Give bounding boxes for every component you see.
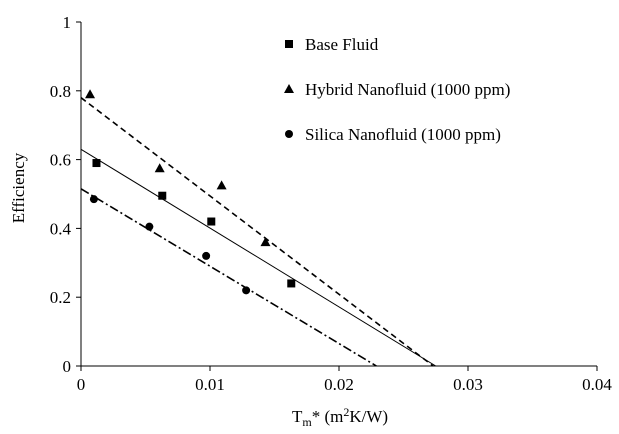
ticks: 0 0.01 0.02 0.03 0.04 0 0.2 0.4 0.6 0.8 1 <box>50 13 613 394</box>
x-axis-label-rest1: * (m <box>312 407 344 426</box>
legend-label: Base Fluid <box>305 35 379 54</box>
x-tick-label: 0.02 <box>324 375 354 394</box>
legend-marker-circle <box>285 130 293 138</box>
x-axis-label-sup: 2 <box>343 405 349 419</box>
circle-point <box>202 251 211 260</box>
x-tick-label: 0.01 <box>195 375 225 394</box>
circle-point <box>89 195 98 204</box>
x-axis-label-main: T <box>292 407 303 426</box>
x-axis-label-sub: m <box>302 415 312 429</box>
fit-line-circle <box>80 188 377 367</box>
triangle-point <box>154 163 165 173</box>
y-tick-label: 1 <box>63 13 72 32</box>
square-point <box>207 217 216 226</box>
y-tick-label: 0.4 <box>50 219 72 238</box>
legend-label: Silica Nanofluid (1000 ppm) <box>305 125 501 144</box>
legend-marker-square <box>285 40 293 48</box>
fit-line-triangle <box>80 97 434 367</box>
triangle-point <box>260 237 271 247</box>
fit-line-square <box>80 148 437 367</box>
data-points <box>85 89 296 295</box>
triangle-point <box>85 89 96 99</box>
circle-point <box>145 222 154 231</box>
legend-marker-triangle <box>284 84 294 93</box>
triangle-point <box>216 180 227 190</box>
square-point <box>287 279 296 288</box>
x-tick-label: 0.03 <box>453 375 483 394</box>
fit-lines <box>80 97 437 367</box>
y-tick-label: 0.6 <box>50 151 71 170</box>
y-axis-label: Efficiency <box>9 152 28 223</box>
x-axis-label-rest2: K/W) <box>349 407 388 426</box>
square-point <box>92 159 101 168</box>
x-axis-label: Tm* (m2K/W) <box>292 405 388 429</box>
y-tick-label: 0.2 <box>50 288 71 307</box>
square-point <box>158 191 167 200</box>
legend: Base Fluid Hybrid Nanofluid (1000 ppm) Sil… <box>284 35 510 144</box>
x-tick-label: 0.04 <box>582 375 612 394</box>
y-tick-label: 0.8 <box>50 82 71 101</box>
x-tick-label: 0 <box>77 375 86 394</box>
legend-label: Hybrid Nanofluid (1000 ppm) <box>305 80 510 99</box>
y-tick-label: 0 <box>63 357 72 376</box>
circle-point <box>242 286 251 295</box>
